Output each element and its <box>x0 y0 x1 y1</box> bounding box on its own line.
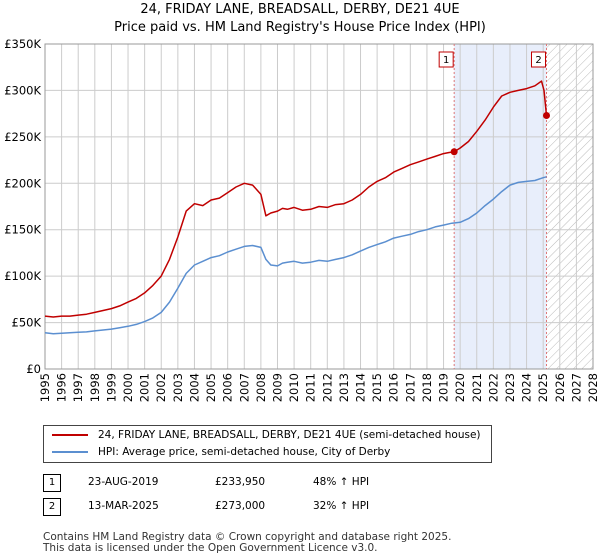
sale-hpi: 48% ↑ HPI <box>313 476 370 488</box>
x-tick-label: 2024 <box>520 373 534 402</box>
sale-point <box>543 112 551 119</box>
y-tick-label: £250K <box>4 130 41 144</box>
sale-marker-badge <box>438 51 454 68</box>
footer-licence: This data is licensed under the Open Gov… <box>43 542 378 554</box>
sale-period-shading <box>454 44 547 369</box>
x-tick-label: 2027 <box>569 373 583 402</box>
sale-point <box>450 148 458 156</box>
sale-badge: 1 <box>43 474 61 492</box>
legend-item-hpi: HPI: Average price, semi-detached house,… <box>52 446 390 458</box>
x-tick-label: 2003 <box>171 373 185 402</box>
x-tick-label: 1995 <box>38 373 52 402</box>
x-tick-label: 2016 <box>387 373 401 402</box>
x-tick-label: 2011 <box>304 373 318 402</box>
sale-row-2: 2 13-MAR-2025 £273,000 32% ↑ HPI <box>43 496 563 520</box>
chart-title: 24, FRIDAY LANE, BREADSALL, DERBY, DE21 … <box>140 2 460 17</box>
x-tick-label: 2014 <box>354 373 368 402</box>
y-tick-label: £200K <box>4 176 41 190</box>
legend-item-price: 24, FRIDAY LANE, BREADSALL, DERBY, DE21 … <box>52 429 481 441</box>
x-tick-label: 1997 <box>71 373 85 402</box>
price-paid-line <box>44 80 548 318</box>
x-tick-label: 2009 <box>270 373 284 402</box>
y-tick-label: £300K <box>4 83 41 97</box>
hpi-legend-label: HPI: Average price, semi-detached house,… <box>98 446 391 458</box>
sale-price: £233,950 <box>215 476 266 488</box>
sale-marker-badge <box>531 51 547 68</box>
x-tick-label: 2018 <box>420 373 434 402</box>
y-tick-label: £350K <box>4 37 41 51</box>
x-tick-label: 2017 <box>403 373 417 402</box>
footer: Contains HM Land Registry data © Crown c… <box>43 532 451 554</box>
sale-hpi: 32% ↑ HPI <box>313 500 370 512</box>
sale-date: 23-AUG-2019 <box>88 476 159 488</box>
sale-marker-label: 1 <box>443 55 449 66</box>
x-tick-label: 2007 <box>237 373 251 402</box>
x-tick-label: 2028 <box>586 373 600 402</box>
x-tick-label: 2005 <box>204 373 218 402</box>
x-tick-label: 2025 <box>536 373 550 402</box>
x-tick-label: 1996 <box>55 373 69 402</box>
x-tick-label: 2015 <box>370 373 384 402</box>
x-tick-label: 2023 <box>503 373 517 402</box>
sale-badge: 2 <box>43 498 61 516</box>
sale-row-1: 1 23-AUG-2019 £233,950 48% ↑ HPI <box>43 472 563 496</box>
x-tick-label: 2013 <box>337 373 351 402</box>
footer-copyright: Contains HM Land Registry data © Crown c… <box>43 531 452 543</box>
hpi-line <box>44 176 547 335</box>
price-legend-swatch <box>52 434 88 436</box>
x-tick-label: 2012 <box>320 373 334 402</box>
price-chart: £0 £50K £100K £150K £200K £250K £300K £350K 1995… <box>4 37 600 402</box>
sale-date: 13-MAR-2025 <box>88 500 159 512</box>
y-tick-label: £50K <box>12 316 42 330</box>
x-tick-label: 2019 <box>437 373 451 402</box>
sale-price: £273,000 <box>215 500 266 512</box>
x-tick-label: 2021 <box>470 373 484 402</box>
y-tick-label: £0 <box>26 362 41 376</box>
x-tick-label: 2006 <box>221 373 235 402</box>
legend: 24, FRIDAY LANE, BREADSALL, DERBY, DE21 … <box>43 425 492 463</box>
price-legend-label: 24, FRIDAY LANE, BREADSALL, DERBY, DE21 … <box>98 429 481 441</box>
hpi-legend-swatch <box>52 451 88 453</box>
x-tick-label: 2004 <box>187 373 201 402</box>
x-tick-label: 2026 <box>553 373 567 402</box>
y-tick-label: £100K <box>4 269 41 283</box>
x-tick-label: 1998 <box>88 373 102 402</box>
y-tick-label: £150K <box>4 223 41 237</box>
x-tick-label: 2002 <box>154 373 168 402</box>
plot-frame <box>44 43 594 370</box>
x-tick-label: 2020 <box>453 373 467 402</box>
chart-subtitle: Price paid vs. HM Land Registry's House … <box>114 20 486 35</box>
x-tick-label: 2008 <box>254 373 268 402</box>
x-tick-label: 2010 <box>287 373 301 402</box>
x-tick-label: 1999 <box>104 373 118 402</box>
x-tick-label: 2022 <box>486 373 500 402</box>
x-tick-label: 2000 <box>121 373 135 402</box>
forecast-hatch <box>546 44 593 369</box>
sale-marker-label: 2 <box>535 55 541 66</box>
x-tick-label: 2001 <box>138 373 152 402</box>
sales-table: 1 23-AUG-2019 £233,950 48% ↑ HPI 2 13-MA… <box>43 472 563 520</box>
